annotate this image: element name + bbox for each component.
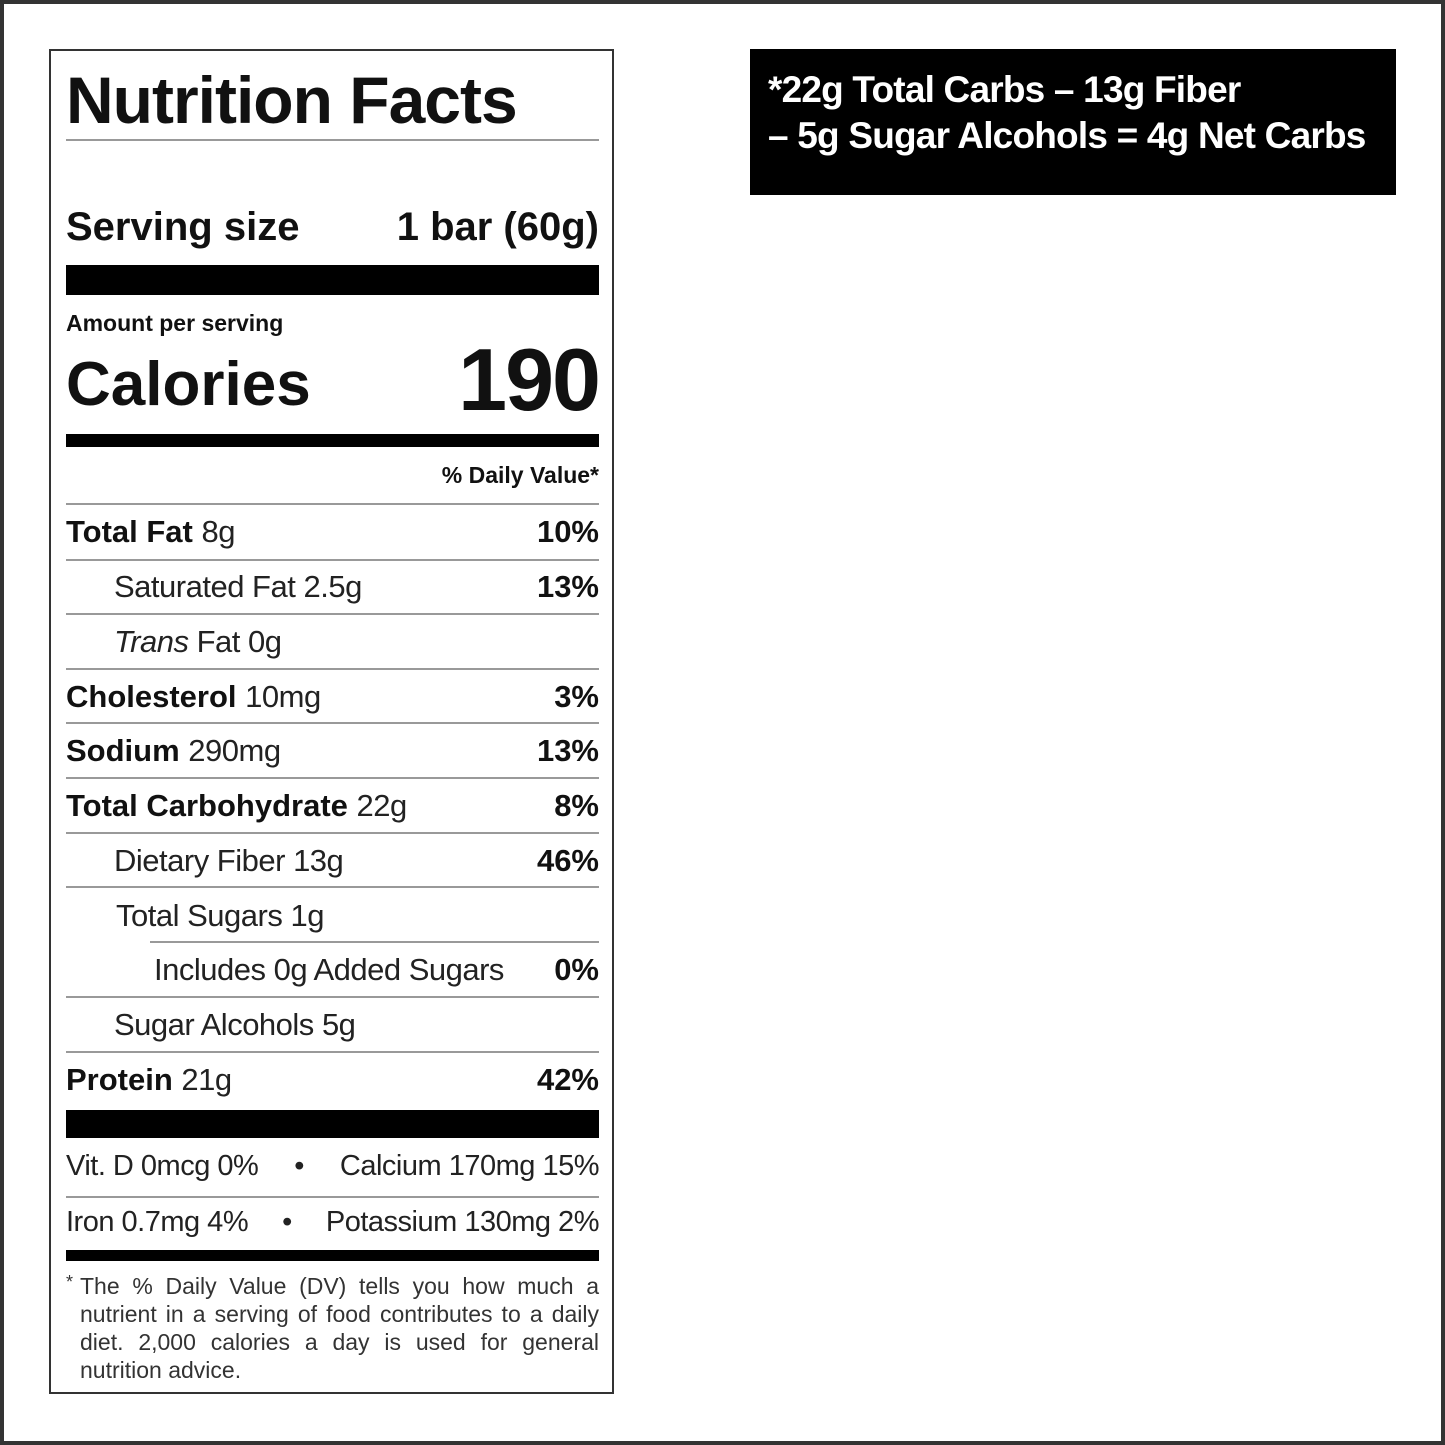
potassium: Potassium 130mg 2% (325, 1206, 600, 1238)
nutrient-row-sugar-alcohols: Sugar Alcohols 5g (66, 998, 599, 1052)
divider (66, 996, 599, 998)
thick-divider (66, 265, 599, 295)
nutrient-name: Sodium (66, 733, 180, 768)
nutrient-name-suffix: Fat (196, 624, 241, 659)
divider (66, 139, 599, 141)
divider (66, 722, 599, 724)
nutrient-dv: 46% (536, 843, 599, 878)
nutrient-row-sodium: Sodium 290mg 13% (66, 724, 599, 778)
nutrient-amount: 5g (321, 1007, 356, 1042)
serving-size-label: Serving size (66, 205, 300, 249)
nutrient-row-total-sugars: Total Sugars 1g (66, 889, 599, 943)
net-carbs-line-1: *22g Total Carbs – 13g Fiber (768, 69, 1241, 110)
label-title: Nutrition Facts (66, 63, 518, 137)
nutrient-dv: 13% (536, 733, 599, 768)
nutrient-name: Dietary Fiber (114, 843, 285, 878)
nutrient-dv: 42% (536, 1062, 599, 1097)
divider (66, 1051, 599, 1053)
nutrient-name: Cholesterol (66, 679, 237, 714)
nutrient-row-cholesterol: Cholesterol 10mg 3% (66, 670, 599, 724)
calories-value: 190 (458, 330, 601, 429)
nutrient-dv: 3% (554, 679, 599, 714)
footnote-star: * (66, 1272, 74, 1292)
nutrient-row-protein: Protein 21g 42% (66, 1053, 599, 1107)
nutrient-amount: 1g (290, 898, 324, 933)
divider (66, 668, 599, 670)
serving-size-value: 1 bar (60g) (396, 205, 599, 249)
footnote-text: The % Daily Value (DV) tells you how muc… (80, 1273, 599, 1383)
nutrient-dv: 13% (536, 569, 599, 604)
divider (66, 613, 599, 615)
divider (66, 1196, 599, 1198)
nutrient-row-total-fat: Total Fat 8g 10% (66, 505, 599, 559)
nutrient-amount: 290mg (188, 733, 281, 768)
bullet: • (294, 1150, 304, 1182)
bullet: • (282, 1206, 292, 1238)
nutrient-row-trans-fat: Trans Fat 0g (66, 615, 599, 669)
serving-size: Serving size 1 bar (60g) (66, 205, 599, 250)
footnote: * The % Daily Value (DV) tells you how m… (66, 1272, 599, 1384)
vitamin-d: Vit. D 0mcg 0% (66, 1150, 259, 1182)
amount-per-serving: Amount per serving (66, 310, 284, 336)
daily-value-header: % Daily Value* (441, 462, 599, 488)
nutrient-name: Protein (66, 1062, 173, 1097)
nutrition-facts-panel (49, 49, 614, 1394)
nutrient-amount: 8g (201, 514, 236, 549)
vitamin-row: Iron 0.7mg 4% • Potassium 130mg 2% (66, 1206, 599, 1239)
divider (66, 832, 599, 834)
divider (66, 777, 599, 779)
nutrient-name: Saturated Fat (114, 569, 296, 604)
nutrient-name: Total Sugars (116, 898, 283, 933)
calories-label: Calories (66, 350, 311, 419)
nutrient-amount: 22g (356, 788, 408, 823)
nutrient-amount: 13g (293, 843, 344, 878)
medium-divider (66, 434, 599, 447)
nutrient-amount: 10mg (245, 679, 321, 714)
nutrient-dv: 10% (536, 514, 599, 549)
nutrient-amount: 2.5g (303, 569, 362, 604)
nutrient-name: Includes 0g Added Sugars (154, 952, 504, 987)
divider (66, 503, 599, 505)
nutrient-name: Trans (114, 624, 189, 659)
nutrient-row-total-carbohydrate: Total Carbohydrate 22g 8% (66, 779, 599, 833)
calcium: Calcium 170mg 15% (339, 1150, 600, 1182)
net-carbs-callout: *22g Total Carbs – 13g Fiber – 5g Sugar … (750, 49, 1396, 195)
thick-divider (66, 1110, 599, 1138)
iron: Iron 0.7mg 4% (66, 1206, 249, 1238)
divider (66, 559, 599, 561)
medium-divider (66, 1250, 599, 1261)
nutrient-row-saturated-fat: Saturated Fat 2.5g 13% (66, 560, 599, 614)
nutrient-dv: 0% (554, 952, 599, 987)
nutrient-name: Total Carbohydrate (66, 788, 348, 823)
nutrient-name: Total Fat (66, 514, 193, 549)
nutrient-row-dietary-fiber: Dietary Fiber 13g 46% (66, 834, 599, 888)
nutrient-dv: 8% (554, 788, 599, 823)
nutrient-row-added-sugars: Includes 0g Added Sugars 0% (66, 943, 599, 997)
net-carbs-line-2: – 5g Sugar Alcohols = 4g Net Carbs (768, 115, 1366, 156)
divider (66, 886, 599, 888)
nutrient-amount: 21g (181, 1062, 232, 1097)
nutrient-amount: 0g (248, 624, 282, 659)
nutrient-name: Sugar Alcohols (114, 1007, 314, 1042)
calories: Calories 190 (66, 330, 601, 429)
vitamin-row: Vit. D 0mcg 0% • Calcium 170mg 15% (66, 1150, 600, 1183)
divider (150, 941, 599, 943)
